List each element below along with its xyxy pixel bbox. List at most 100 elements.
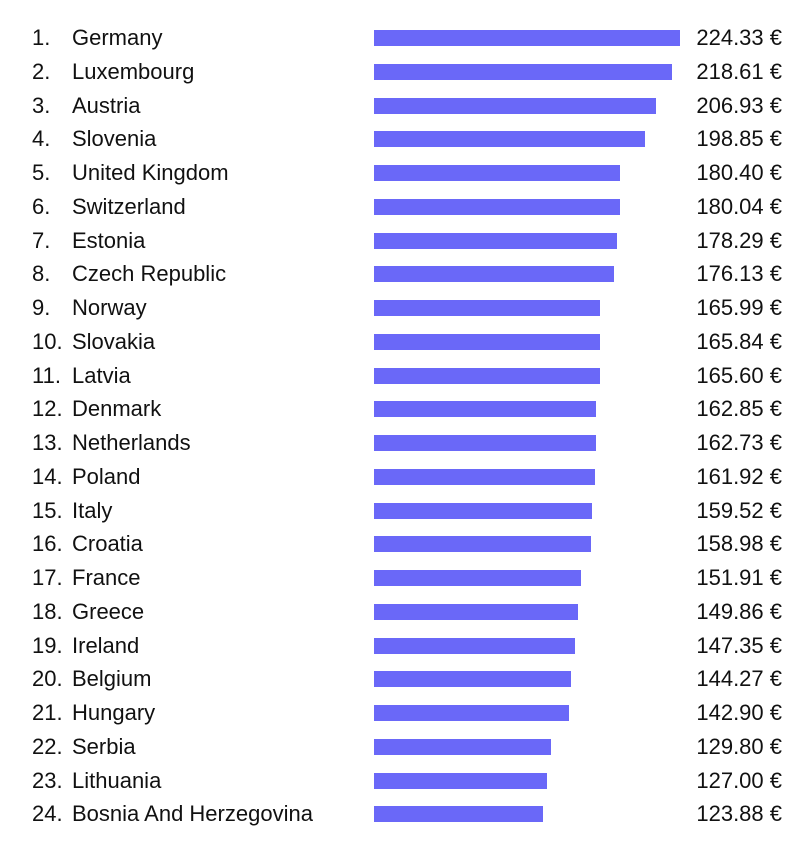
bar [374,536,591,553]
value-label: 149.86 € [696,598,782,624]
value-label: 147.35 € [696,632,782,658]
category-label: Switzerland [72,193,186,219]
value-label: 162.73 € [696,430,782,455]
category-label: Ireland [72,632,140,658]
rank-label: 10. [32,328,63,354]
value-label: 144.27 € [696,666,782,692]
category-label: Latvia [72,362,131,388]
rank-label: 5. [32,160,51,185]
value-label: 180.40 € [696,160,782,185]
chart-row: 14. Poland 161.92 € [0,460,810,494]
rank-label: 21. [32,700,63,725]
bar [374,367,600,384]
category-label: Poland [72,463,141,489]
chart-row: 23. Lithuania 127.00 € [0,764,810,798]
value-label: 162.85 € [696,396,782,422]
bar [374,131,646,148]
rank-label: 9. [32,295,51,320]
chart-row: 11. Latvia 165.60 € [0,359,810,393]
value-label: 178.29 € [696,227,782,253]
chart-row: 8. Czech Republic 176.13 € [0,257,810,291]
bar [374,30,680,46]
category-label: Netherlands [72,430,191,455]
rank-label: 11. [32,362,61,388]
chart-row: 12. Denmark 162.85 € [0,392,810,426]
value-label: 206.93 € [696,92,782,118]
category-label: Luxembourg [72,58,195,84]
value-label: 161.92 € [696,463,782,489]
category-label: Belgium [72,666,152,692]
bar [374,637,575,654]
rank-label: 20. [32,666,63,692]
chart-row: 3. Austria 206.93 € [0,89,810,123]
bar [374,232,618,249]
category-label: Slovenia [72,126,157,152]
chart-row: 5. United Kingdom 180.40 € [0,156,810,190]
bar [374,772,548,789]
rank-label: 16. [32,531,63,557]
rank-label: 6. [32,193,51,219]
bar [374,165,621,181]
category-label: Italy [72,497,113,523]
chart-row: 13. Netherlands 162.73 € [0,426,810,460]
rank-label: 19. [32,632,63,658]
chart-row: 19. Ireland 147.35 € [0,629,810,663]
chart-row: 21. Hungary 142.90 € [0,696,810,730]
rank-label: 3. [32,92,51,118]
chart-row: 7. Estonia 178.29 € [0,224,810,258]
rank-label: 4. [32,126,51,152]
chart-row: 15. Italy 159.52 € [0,494,810,528]
rank-label: 1. [32,25,51,50]
category-label: Greece [72,598,145,624]
category-label: Germany [72,25,163,50]
chart-row: 18. Greece 149.86 € [0,595,810,629]
value-label: 142.90 € [696,700,782,725]
bar [374,671,571,688]
chart-row: 10. Slovakia 165.84 € [0,325,810,359]
value-label: 158.98 € [696,531,782,557]
category-label: United Kingdom [72,160,229,185]
chart-row: 2. Luxembourg 218.61 € [0,55,810,89]
value-label: 165.60 € [696,362,782,388]
chart-row: 24. Bosnia And Herzegovina 123.88 € [0,797,810,831]
category-label: Norway [72,295,147,320]
bar [374,401,597,418]
rank-label: 15. [32,497,63,523]
rank-label: 24. [32,801,63,827]
category-label: Lithuania [72,767,162,793]
value-label: 165.84 € [696,328,782,354]
value-label: 151.91 € [696,565,782,590]
category-label: Hungary [72,700,156,725]
rank-label: 13. [32,430,63,455]
bar [374,435,596,451]
rank-label: 17. [32,565,63,590]
bar [374,198,620,215]
bar [374,266,615,283]
value-label: 123.88 € [696,801,782,827]
chart-row: 17. France 151.91 € [0,561,810,595]
category-label: Slovakia [72,328,156,354]
rank-label: 12. [32,396,63,422]
chart-row: 4. Slovenia 198.85 € [0,122,810,156]
rank-label: 23. [32,767,63,793]
value-label: 165.99 € [696,295,782,320]
bar [374,97,657,114]
bar [374,570,582,586]
category-label: Czech Republic [72,261,227,287]
rank-label: 2. [32,58,51,84]
category-label: Croatia [72,531,143,557]
chart-row: 16. Croatia 158.98 € [0,527,810,561]
value-label: 218.61 € [696,58,782,84]
category-label: Bosnia And Herzegovina [72,801,313,827]
value-label: 127.00 € [696,767,782,793]
value-label: 129.80 € [696,733,782,759]
rank-label: 22. [32,733,63,759]
chart-row: 9. Norway 165.99 € [0,291,810,325]
chart-row: 20. Belgium 144.27 € [0,662,810,696]
value-label: 198.85 € [696,126,782,152]
rank-label: 18. [32,598,63,624]
category-label: France [72,565,141,590]
chart-row: 1. Germany 224.33 € [0,21,810,55]
bar [374,502,592,519]
category-label: Denmark [72,396,162,422]
